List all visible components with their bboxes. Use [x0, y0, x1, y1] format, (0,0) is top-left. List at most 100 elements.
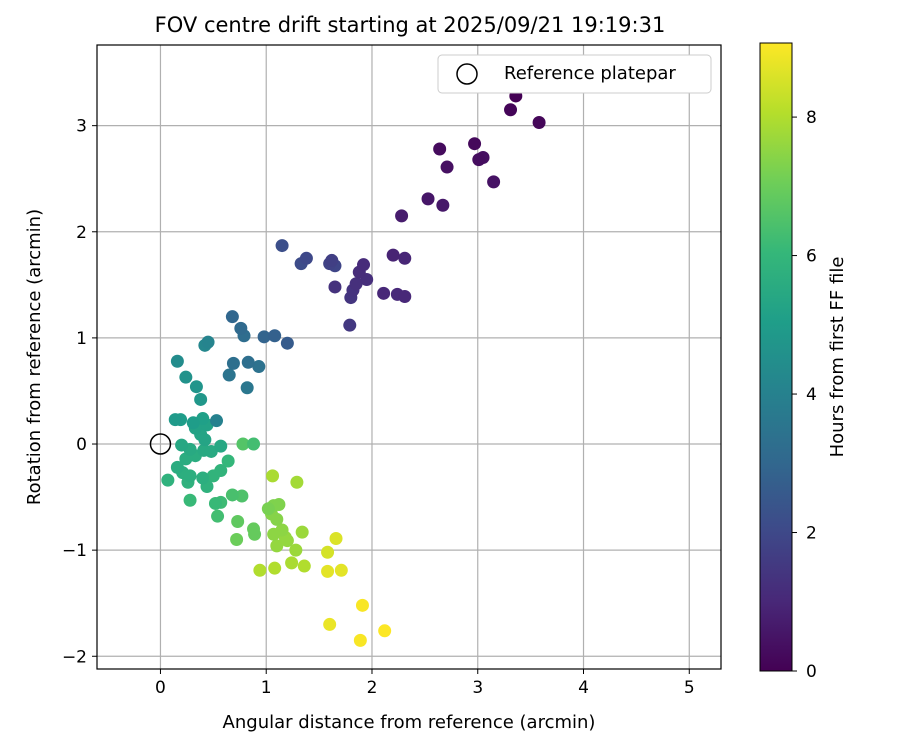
x-tick-label: 3: [472, 678, 483, 698]
data-point: [248, 527, 262, 541]
data-point: [230, 533, 244, 547]
y-tick-label: −2: [62, 647, 87, 667]
y-tick-label: 3: [76, 117, 87, 137]
colorbar-tick-label: 2: [806, 524, 817, 544]
data-point: [235, 489, 249, 503]
data-point: [395, 209, 409, 223]
data-point: [349, 277, 363, 291]
scatter-points: [161, 89, 546, 647]
data-point: [321, 545, 335, 559]
data-point: [196, 471, 210, 485]
plot-frame: [96, 44, 722, 670]
x-tick-label: 1: [261, 678, 272, 698]
data-point: [398, 290, 412, 304]
data-point: [194, 392, 208, 406]
x-tick-label: 5: [684, 678, 695, 698]
x-tick-label: 4: [578, 678, 589, 698]
data-point: [289, 543, 303, 557]
data-point: [179, 370, 193, 384]
data-point: [175, 438, 189, 452]
data-point: [214, 439, 228, 453]
data-point: [210, 414, 224, 428]
reference-platepar-marker: [149, 433, 172, 455]
data-point: [253, 563, 267, 577]
data-point: [261, 502, 275, 516]
data-point: [421, 192, 435, 206]
data-point: [270, 539, 284, 553]
data-point: [328, 280, 342, 294]
data-point: [208, 496, 222, 510]
data-point: [247, 437, 261, 451]
data-point: [290, 475, 304, 489]
data-point: [214, 464, 228, 478]
y-tick-label: −1: [62, 541, 87, 561]
data-point: [170, 354, 184, 368]
data-point: [355, 598, 369, 612]
data-point: [272, 498, 286, 512]
data-point: [268, 561, 282, 575]
data-point: [222, 368, 236, 382]
data-point: [357, 258, 371, 272]
legend-box: [437, 54, 712, 94]
colorbar-tick-label: 4: [806, 385, 817, 405]
data-point: [325, 253, 339, 267]
data-point: [186, 416, 200, 430]
x-tick-label: 0: [155, 678, 166, 698]
data-point: [189, 380, 203, 394]
reference-layer: [149, 433, 172, 455]
chart-title: FOV centre drift starting at 2025/09/21 …: [155, 13, 666, 37]
data-point: [268, 329, 282, 343]
data-point: [226, 356, 240, 370]
data-point: [183, 469, 197, 483]
colorbar-frame: [759, 42, 793, 672]
data-point: [440, 160, 454, 174]
data-point: [386, 248, 400, 262]
data-point: [433, 142, 447, 156]
data-point: [234, 321, 248, 335]
colorbar-gradient: [760, 43, 792, 671]
data-point: [472, 153, 486, 167]
colorbar-label: Hours from first FF file: [827, 257, 848, 458]
data-point: [353, 633, 367, 647]
data-point: [334, 563, 348, 577]
data-point: [329, 531, 343, 545]
data-point: [378, 624, 392, 638]
data-point: [204, 444, 218, 458]
data-point: [285, 556, 299, 570]
x-tick-label: 2: [367, 678, 378, 698]
colorbar-tick-label: 8: [806, 108, 817, 128]
data-point: [225, 488, 239, 502]
y-axis-label: Rotation from reference (arcmin): [24, 209, 45, 505]
data-point: [487, 175, 501, 189]
data-point: [297, 559, 311, 573]
data-point: [240, 381, 254, 395]
data-point: [266, 469, 280, 483]
data-point: [241, 355, 255, 369]
data-point: [377, 286, 391, 300]
data-point: [321, 564, 335, 578]
data-point: [275, 239, 289, 253]
y-tick-label: 2: [76, 223, 87, 243]
colorbar-tick-label: 6: [806, 247, 817, 267]
data-point: [299, 251, 313, 265]
data-point: [183, 493, 197, 507]
data-point: [201, 335, 215, 349]
colorbar: 0 2 4 6 8 Hours from first FF file: [759, 42, 848, 682]
colorbar-tick-label: 0: [806, 662, 817, 682]
data-point: [168, 413, 182, 427]
data-point: [211, 509, 225, 523]
data-point: [343, 318, 357, 332]
data-point: [225, 310, 239, 324]
legend: Reference platepar: [437, 54, 712, 94]
legend-label: Reference platepar: [504, 63, 676, 84]
colorbar-ticks: 0 2 4 6 8: [792, 108, 817, 682]
data-point: [280, 534, 294, 548]
data-point: [468, 137, 482, 151]
data-point: [504, 103, 518, 117]
data-point: [267, 527, 281, 541]
data-point: [257, 330, 271, 344]
data-point: [295, 525, 309, 539]
y-tick-label: 0: [76, 435, 87, 455]
data-point: [252, 360, 266, 374]
